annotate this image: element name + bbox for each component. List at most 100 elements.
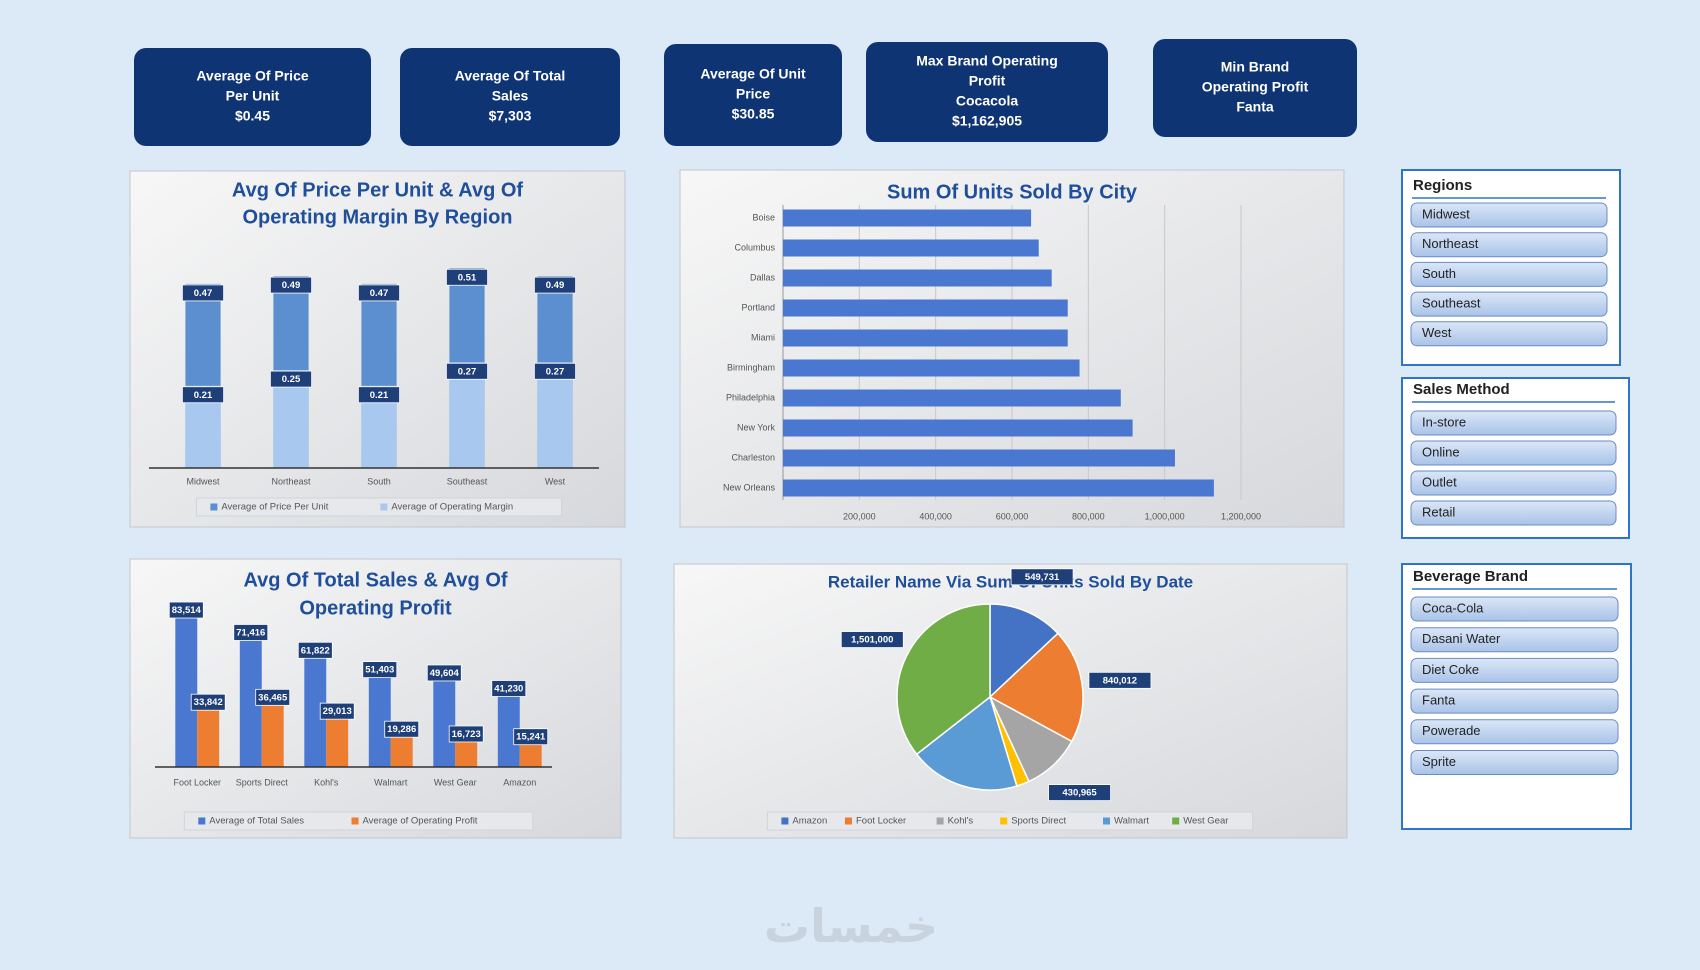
x-tick-label: South [367, 476, 391, 486]
slicer-item[interactable] [1410, 321, 1608, 347]
bar [449, 362, 485, 468]
data-label-box [357, 386, 400, 404]
legend-label: Average of Total Sales [209, 816, 304, 827]
y-tick-label: Miami [751, 332, 775, 342]
data-label-box [840, 631, 904, 648]
slicer-item[interactable] [1410, 750, 1619, 775]
slicer-item-label: Powerade [1422, 723, 1481, 738]
data-label: 19,286 [387, 724, 416, 735]
data-label-box [1010, 568, 1074, 586]
bar [783, 269, 1052, 287]
slicer-item[interactable] [1410, 688, 1619, 714]
legend-swatch [198, 817, 206, 825]
data-label-box [190, 693, 226, 711]
data-label: 51,403 [365, 665, 394, 676]
slicer-item[interactable] [1410, 627, 1619, 653]
chart-title: Avg Of Price Per Unit & Avg Of [232, 179, 524, 201]
legend-label: Foot Locker [856, 816, 906, 827]
kpi-card [664, 44, 842, 146]
kpi-card [134, 48, 371, 146]
bar [783, 389, 1121, 407]
bar [497, 690, 520, 767]
data-label-box [362, 661, 398, 679]
slicer-item[interactable] [1410, 657, 1619, 683]
data-label: 41,230 [494, 684, 523, 695]
data-label: 15,241 [516, 732, 546, 743]
bar [455, 735, 478, 767]
chart-title: Avg Of Total Sales & Avg Of [243, 569, 507, 591]
kpi-label: Average Of Total [455, 68, 565, 84]
bar [783, 239, 1039, 257]
bar [197, 704, 220, 767]
kpi-value: Fanta [1236, 99, 1274, 115]
bar [326, 713, 349, 767]
x-tick-label: 800,000 [1072, 511, 1105, 521]
kpi-value: $7,303 [489, 108, 532, 124]
legend-swatch [936, 817, 944, 825]
legend-box [766, 811, 1254, 831]
data-label: 0.25 [282, 374, 301, 385]
legend-label: Sports Direct [1011, 816, 1066, 827]
slicer-item[interactable] [1410, 410, 1617, 436]
data-label: 16,723 [452, 729, 481, 740]
kpi-label: Min Brand [1221, 59, 1289, 75]
data-label-box [1088, 671, 1152, 689]
kpi-value: $30.85 [732, 106, 775, 122]
slicer-item[interactable] [1410, 232, 1608, 258]
bar [783, 209, 1032, 227]
kpi-label: Sales [492, 88, 529, 104]
slicer-item[interactable] [1410, 719, 1619, 745]
data-label-box [384, 720, 420, 738]
kpi-card [866, 42, 1108, 142]
x-tick-label: West Gear [434, 777, 477, 787]
chart-title: Operating Margin By Region [242, 206, 512, 228]
data-label-box [448, 725, 484, 743]
slicer-item-label: West [1422, 325, 1452, 340]
data-label-box [297, 641, 333, 659]
data-label-box [534, 362, 577, 380]
slicer-item-label: Online [1422, 444, 1460, 459]
legend-swatch [210, 503, 218, 511]
data-label-box [269, 276, 312, 294]
legend-label: Amazon [792, 816, 827, 827]
x-tick-label: Kohl's [314, 777, 339, 787]
y-tick-label: Portland [741, 302, 775, 312]
data-label: 0.51 [458, 272, 477, 283]
slicer-item[interactable] [1410, 261, 1608, 287]
bar [783, 359, 1080, 377]
data-label: 0.47 [194, 288, 213, 299]
bar [537, 362, 573, 468]
kpi-label: Profit [969, 73, 1006, 89]
chart-title: Sum Of Units Sold By City [887, 181, 1138, 203]
x-tick-label: West [545, 476, 566, 486]
legend-label: Walmart [1114, 816, 1149, 827]
slicer-item[interactable] [1410, 440, 1617, 466]
bar [304, 652, 327, 767]
bar [783, 449, 1175, 467]
legend-swatch [380, 503, 388, 511]
y-tick-label: New Orleans [723, 482, 776, 492]
data-label: 0.49 [282, 280, 301, 291]
slicer-item[interactable] [1410, 202, 1608, 228]
slicer-item[interactable] [1410, 500, 1617, 526]
legend-label: Average of Operating Margin [391, 502, 513, 513]
slicer-item-label: South [1422, 266, 1456, 281]
y-tick-label: Philadelphia [726, 392, 775, 402]
bar [390, 731, 413, 767]
legend-swatch [351, 817, 359, 825]
y-tick-label: Columbus [734, 242, 775, 252]
slicer-item-label: Northeast [1422, 236, 1479, 251]
slicer-item-label: Sprite [1422, 754, 1456, 769]
bar [783, 329, 1068, 347]
slicer-item-label: Diet Coke [1422, 662, 1479, 677]
data-label-box [233, 624, 269, 641]
data-label: 71,416 [236, 627, 265, 638]
bar [783, 299, 1068, 317]
data-label-box [269, 370, 312, 388]
slicer-item[interactable] [1410, 470, 1617, 496]
data-label-box [319, 702, 355, 720]
data-label: 83,514 [172, 605, 202, 616]
slicer-item[interactable] [1410, 291, 1608, 317]
slicer-item[interactable] [1410, 596, 1619, 622]
data-label: 33,842 [194, 697, 223, 708]
